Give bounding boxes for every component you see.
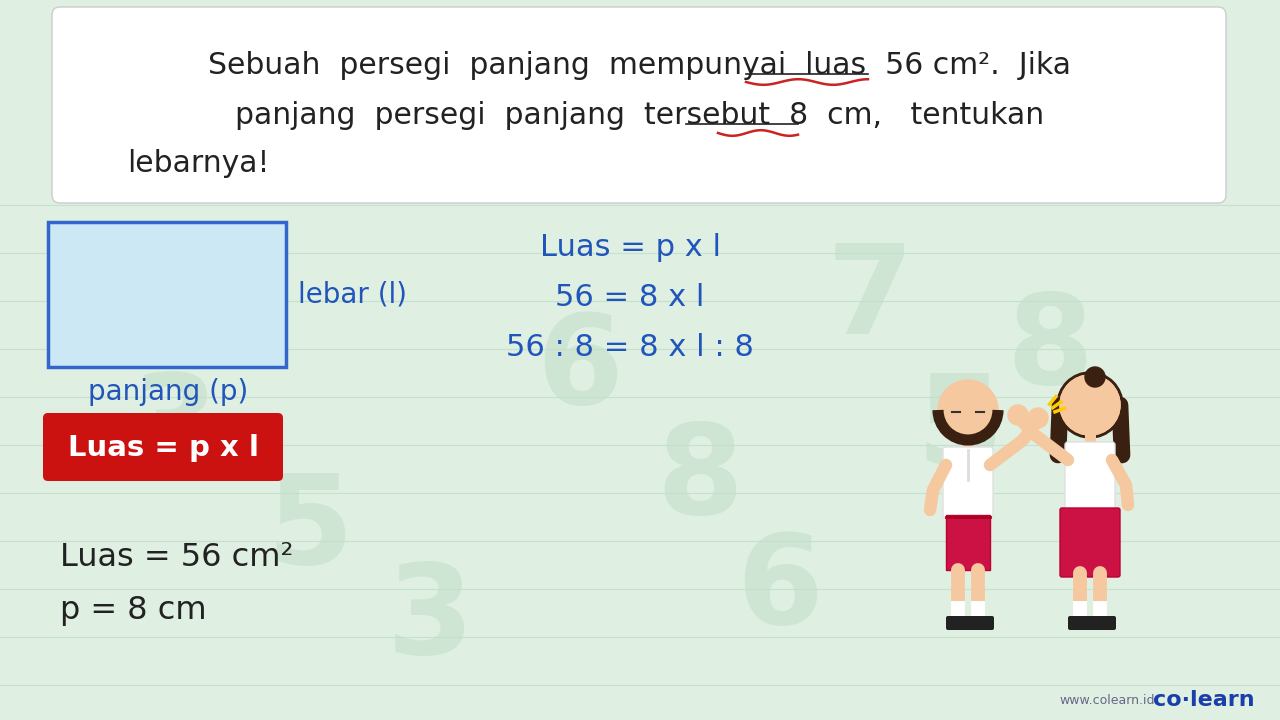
- Text: co·learn: co·learn: [1153, 690, 1254, 710]
- Text: 3: 3: [132, 369, 219, 490]
- Circle shape: [1009, 405, 1028, 425]
- FancyBboxPatch shape: [52, 7, 1226, 203]
- FancyBboxPatch shape: [1060, 508, 1120, 577]
- Text: 8: 8: [657, 420, 744, 541]
- Text: 6: 6: [536, 310, 623, 431]
- FancyBboxPatch shape: [946, 515, 989, 570]
- Circle shape: [1028, 408, 1048, 428]
- Text: lebar (l): lebar (l): [298, 281, 407, 309]
- Text: Luas = p x l: Luas = p x l: [539, 233, 721, 263]
- Circle shape: [1060, 375, 1120, 435]
- Text: 2: 2: [61, 250, 148, 371]
- Circle shape: [938, 380, 998, 440]
- FancyBboxPatch shape: [968, 616, 995, 630]
- Text: lebarnya!: lebarnya!: [127, 148, 270, 178]
- Text: 56 : 8 = 8 x l : 8: 56 : 8 = 8 x l : 8: [506, 333, 754, 362]
- FancyBboxPatch shape: [44, 413, 283, 481]
- Text: Luas = 56 cm²: Luas = 56 cm²: [60, 542, 293, 574]
- Circle shape: [1085, 367, 1105, 387]
- Circle shape: [1060, 375, 1120, 435]
- Text: p = 8 cm: p = 8 cm: [60, 595, 206, 626]
- Text: 5: 5: [916, 369, 1004, 490]
- FancyBboxPatch shape: [1091, 616, 1116, 630]
- Text: Luas = p x l: Luas = p x l: [68, 434, 259, 462]
- Text: 3: 3: [387, 559, 474, 680]
- Text: Sebuah  persegi  panjang  mempunyai  luas  56 cm².  Jika: Sebuah persegi panjang mempunyai luas 56…: [209, 50, 1071, 79]
- FancyBboxPatch shape: [1068, 616, 1094, 630]
- Text: www.colearn.id: www.colearn.id: [1060, 693, 1155, 706]
- Text: 5: 5: [266, 469, 353, 590]
- Circle shape: [1057, 372, 1123, 438]
- Text: panjang (p): panjang (p): [88, 378, 248, 406]
- FancyBboxPatch shape: [943, 447, 993, 518]
- FancyBboxPatch shape: [946, 616, 972, 630]
- Text: 56 = 8 x l: 56 = 8 x l: [556, 284, 705, 312]
- Text: panjang  persegi  panjang  tersebut  8  cm,   tentukan: panjang persegi panjang tersebut 8 cm, t…: [236, 101, 1044, 130]
- Text: 8: 8: [1006, 289, 1093, 410]
- Text: 7: 7: [827, 240, 914, 361]
- Text: 7: 7: [206, 220, 293, 341]
- Text: 6: 6: [736, 529, 823, 650]
- FancyBboxPatch shape: [1065, 442, 1115, 513]
- FancyBboxPatch shape: [49, 222, 285, 367]
